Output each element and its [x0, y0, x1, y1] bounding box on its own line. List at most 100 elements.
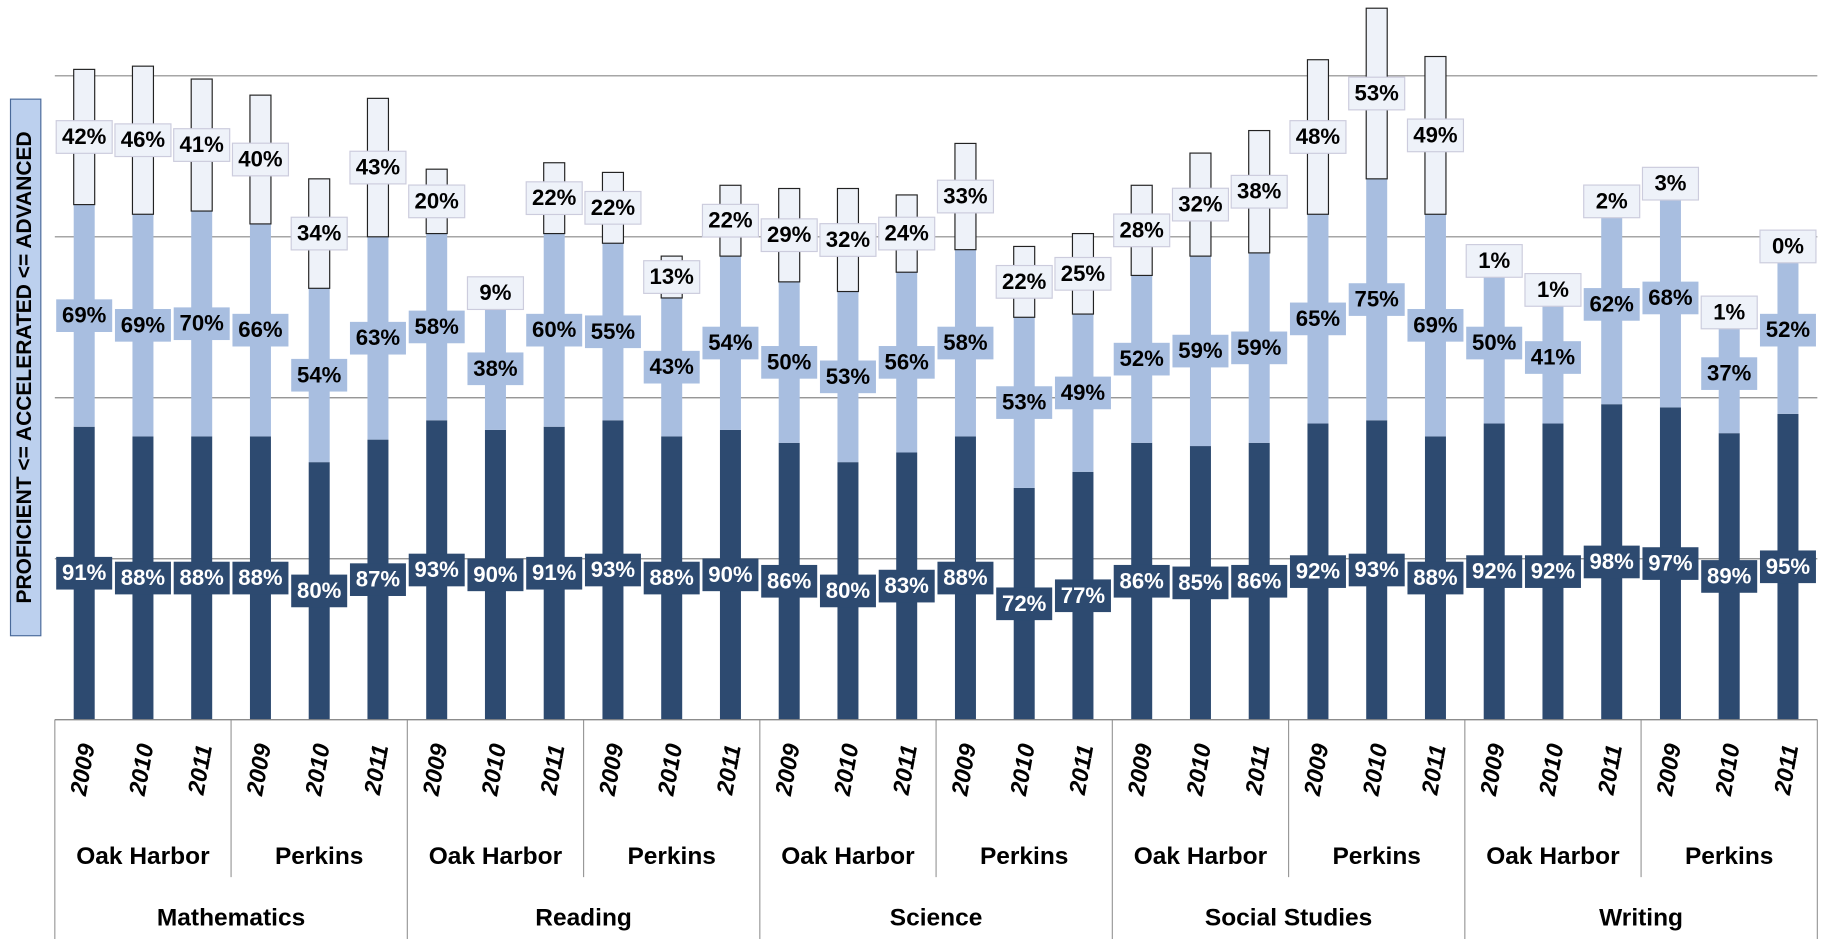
value-label-box — [1406, 118, 1465, 153]
value-label: 88% — [1413, 565, 1458, 590]
value-label-box — [1289, 120, 1347, 154]
value-label: 50% — [1472, 330, 1517, 355]
value-label-box — [643, 561, 700, 595]
value-label: 40% — [238, 147, 283, 172]
value-label: 1% — [1537, 277, 1569, 302]
value-label: 43% — [650, 354, 695, 379]
value-label-box — [56, 299, 113, 332]
value-label-box — [349, 563, 406, 596]
value-label-box — [1348, 283, 1405, 316]
value-label: 38% — [473, 356, 518, 381]
value-label: 34% — [297, 221, 342, 246]
value-label-box — [114, 308, 171, 342]
value-label-box — [1759, 313, 1816, 347]
value-label: 53% — [1355, 81, 1400, 106]
value-label: 20% — [415, 188, 460, 213]
value-label-box — [525, 181, 583, 216]
value-label: 69% — [62, 303, 107, 328]
value-label-box — [1348, 76, 1406, 111]
x-tick-label: 2011 — [711, 743, 745, 798]
x-tick-label: 2009 — [1475, 742, 1510, 799]
x-tick-label: 2009 — [241, 742, 276, 799]
value-label-box — [761, 564, 818, 598]
value-label-box — [1172, 334, 1229, 368]
value-label-box — [761, 346, 818, 379]
value-label: 70% — [180, 311, 225, 336]
value-label: 1% — [1713, 299, 1745, 324]
value-label-box — [1466, 555, 1523, 588]
value-label-box — [232, 313, 289, 347]
value-label-box — [819, 574, 876, 608]
value-label: 88% — [121, 565, 166, 590]
x-tick-label: 2011 — [1593, 743, 1627, 798]
value-label: 69% — [1413, 312, 1458, 337]
value-label-box — [232, 561, 289, 595]
value-label: 65% — [1296, 306, 1341, 331]
value-label-box — [878, 346, 935, 379]
value-label: 77% — [1061, 583, 1106, 608]
value-label-box — [1701, 560, 1758, 593]
value-label: 48% — [1296, 124, 1341, 149]
value-label-box — [526, 556, 583, 590]
x-tick-label: 2010 — [1005, 742, 1040, 799]
group-label: Perkins — [980, 843, 1068, 870]
value-label-box — [1113, 564, 1170, 598]
value-label: 41% — [1531, 345, 1576, 370]
value-label: 87% — [356, 567, 401, 592]
value-label: 56% — [885, 349, 930, 374]
value-label-box — [1113, 213, 1171, 248]
value-label-box — [937, 326, 994, 360]
value-label-box — [1230, 174, 1288, 209]
value-label-box — [1524, 555, 1581, 588]
value-label: 2% — [1596, 188, 1628, 213]
group-label: Oak Harbor — [429, 843, 563, 870]
value-label-box — [173, 307, 230, 341]
value-label: 90% — [708, 562, 753, 587]
value-label-box — [937, 561, 994, 595]
value-label: 43% — [356, 155, 401, 180]
value-label: 58% — [415, 314, 460, 339]
value-label: 54% — [708, 330, 753, 355]
value-label: 58% — [943, 330, 988, 355]
value-label-box — [1641, 166, 1700, 201]
value-label: 66% — [238, 317, 283, 342]
value-label-box — [1583, 545, 1640, 579]
group-label: Oak Harbor — [76, 843, 210, 870]
x-tick-label: 2011 — [1064, 743, 1098, 798]
value-label: 98% — [1590, 549, 1635, 574]
value-label-box — [231, 142, 290, 177]
value-label: 0% — [1772, 233, 1804, 258]
value-label: 92% — [1531, 559, 1576, 584]
value-label: 88% — [238, 565, 283, 590]
value-label: 49% — [1413, 122, 1458, 147]
value-label: 93% — [1355, 557, 1400, 582]
value-label: 52% — [1766, 317, 1811, 342]
value-label: 54% — [297, 362, 342, 387]
value-label: 22% — [532, 185, 577, 210]
y-axis-label: PROFICIENT <= ACCELERATED <= ADVANCED — [13, 131, 36, 603]
value-label: 25% — [1061, 261, 1106, 286]
subject-label: Reading — [535, 905, 632, 932]
value-label-box — [408, 310, 465, 344]
x-tick-label: 2011 — [535, 743, 569, 798]
value-label: 63% — [356, 325, 401, 350]
value-label: 37% — [1707, 361, 1752, 386]
value-label: 22% — [1002, 269, 1047, 294]
subject-label: Mathematics — [157, 905, 305, 932]
value-label: 22% — [708, 208, 753, 233]
value-label: 60% — [532, 317, 577, 342]
value-label: 52% — [1120, 346, 1165, 371]
value-label: 88% — [650, 565, 695, 590]
value-label: 95% — [1766, 554, 1811, 579]
value-label-box — [878, 216, 936, 251]
value-label: 24% — [885, 221, 930, 246]
value-label-box — [408, 184, 466, 219]
value-label: 22% — [591, 195, 636, 220]
value-label: 80% — [297, 578, 342, 603]
x-tick-label: 2009 — [946, 742, 981, 799]
value-label: 91% — [532, 560, 577, 585]
value-label: 93% — [415, 557, 460, 582]
value-label-box — [291, 574, 348, 608]
x-tick-label: 2009 — [1299, 742, 1334, 799]
value-label: 68% — [1648, 285, 1693, 310]
